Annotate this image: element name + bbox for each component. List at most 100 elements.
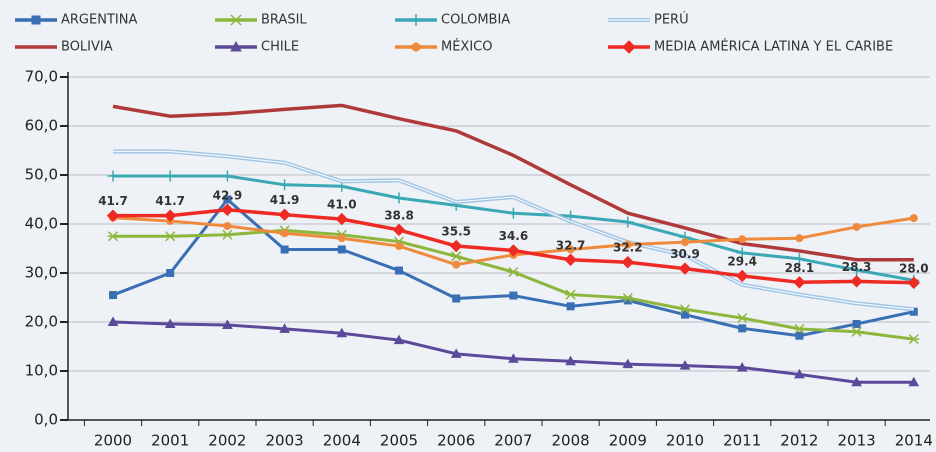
marker [107, 170, 119, 182]
marker [221, 203, 234, 216]
marker [223, 195, 232, 204]
marker [681, 238, 689, 247]
x-tick-label: 2011 [723, 432, 761, 450]
marker [279, 323, 290, 333]
marker [507, 266, 519, 278]
legend-label: BOLIVIA [61, 40, 113, 55]
marker [509, 291, 518, 300]
marker [392, 223, 406, 237]
marker [163, 209, 177, 222]
marker [106, 209, 120, 222]
marker [230, 40, 242, 52]
y-tick-label: 20,0 [25, 313, 58, 331]
marker [279, 179, 291, 191]
marker [410, 14, 422, 26]
x-tick-label: 2012 [780, 432, 818, 450]
data-label: 28.0 [899, 261, 929, 275]
marker [452, 260, 461, 269]
marker [449, 239, 463, 253]
marker [907, 276, 921, 290]
marker [223, 221, 232, 230]
series-line [112, 320, 914, 384]
x-tick-label: 2014 [895, 432, 933, 450]
marker [851, 376, 862, 387]
marker [31, 15, 41, 25]
data-label: 41.7 [155, 194, 185, 208]
x-tick-label: 2000 [94, 432, 132, 450]
marker [395, 242, 403, 251]
marker [564, 253, 577, 266]
marker [851, 326, 863, 337]
marker [795, 331, 804, 340]
marker [411, 42, 421, 52]
marker [794, 368, 805, 379]
x-tick-label: 2003 [266, 432, 304, 450]
data-label: 35.5 [441, 225, 471, 239]
marker [681, 310, 689, 319]
marker [736, 247, 748, 259]
legend-label: MÉXICO [441, 39, 492, 55]
marker [735, 269, 749, 283]
marker [565, 289, 577, 300]
marker [507, 244, 520, 257]
data-label: 30.9 [670, 247, 700, 261]
marker [566, 245, 575, 254]
marker [164, 170, 176, 182]
x-tick-label: 2013 [838, 432, 876, 450]
marker [908, 376, 920, 387]
y-tick-label: 30,0 [25, 264, 58, 282]
data-label: 29.4 [727, 254, 757, 268]
marker [566, 302, 575, 311]
marker [109, 291, 117, 300]
legend-label: BRASIL [261, 13, 307, 28]
y-tick-label: 0,0 [34, 411, 58, 429]
x-tick-label: 2006 [437, 432, 475, 450]
marker [280, 245, 289, 254]
data-label: 38.8 [384, 208, 414, 222]
marker [852, 222, 861, 231]
marker [222, 319, 233, 329]
x-tick-label: 2008 [552, 432, 590, 450]
marker [852, 319, 861, 328]
marker [166, 269, 175, 277]
data-label: 28.1 [785, 261, 815, 275]
marker [793, 253, 805, 265]
data-label: 42.9 [213, 188, 243, 202]
legend-label: ARGENTINA [61, 13, 137, 28]
marker [738, 324, 747, 333]
legend-label: COLOMBIA [441, 13, 510, 28]
legend-label: PERÚ [654, 12, 689, 28]
marker [164, 318, 176, 328]
marker [622, 292, 634, 304]
x-tick-label: 2010 [666, 432, 704, 450]
marker [736, 313, 748, 324]
marker [337, 245, 346, 254]
y-tick-label: 10,0 [25, 362, 58, 380]
marker [908, 334, 920, 345]
marker [508, 353, 519, 363]
y-tick-label: 70,0 [25, 68, 58, 86]
data-label: 41.9 [270, 193, 300, 207]
marker [164, 231, 176, 242]
marker [393, 192, 405, 204]
marker [622, 216, 634, 228]
legend-label: MEDIA AMÉRICA LATINA Y EL CARIBE [654, 39, 893, 55]
legend-label: CHILE [261, 40, 299, 55]
y-tick-label: 60,0 [25, 117, 58, 135]
data-label: 32.7 [556, 238, 586, 252]
y-tick-label: 40,0 [25, 215, 58, 233]
marker [395, 266, 403, 275]
x-tick-label: 2001 [151, 432, 189, 450]
marker [793, 276, 806, 289]
marker [278, 208, 291, 221]
marker [679, 360, 691, 370]
marker [795, 234, 804, 243]
marker [623, 240, 632, 249]
y-tick-label: 50,0 [25, 166, 58, 184]
series-line-highlight [113, 150, 914, 310]
marker [850, 275, 863, 288]
marker [335, 212, 349, 226]
marker [679, 304, 691, 315]
x-tick-label: 2002 [208, 432, 246, 450]
